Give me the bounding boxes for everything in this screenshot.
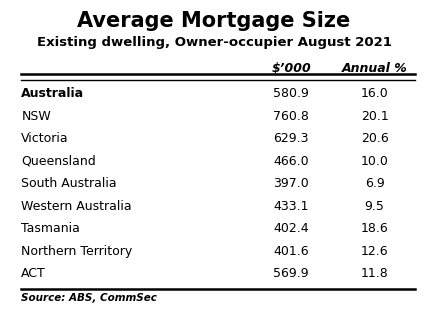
Text: 18.6: 18.6 <box>361 222 388 235</box>
Text: 760.8: 760.8 <box>273 110 309 123</box>
Text: 6.9: 6.9 <box>365 177 384 190</box>
Text: 402.4: 402.4 <box>273 222 309 235</box>
Text: Existing dwelling, Owner-occupier August 2021: Existing dwelling, Owner-occupier August… <box>36 36 392 49</box>
Text: 629.3: 629.3 <box>273 132 309 145</box>
Text: 9.5: 9.5 <box>365 200 384 213</box>
Text: 16.0: 16.0 <box>361 87 388 100</box>
Text: NSW: NSW <box>21 110 51 123</box>
Text: Western Australia: Western Australia <box>21 200 132 213</box>
Text: Australia: Australia <box>21 87 84 100</box>
Text: 401.6: 401.6 <box>273 245 309 258</box>
Text: Annual %: Annual % <box>342 62 407 76</box>
Text: 580.9: 580.9 <box>273 87 309 100</box>
Text: 569.9: 569.9 <box>273 267 309 280</box>
Text: Source: ABS, CommSec: Source: ABS, CommSec <box>21 293 157 303</box>
Text: Tasmania: Tasmania <box>21 222 80 235</box>
Text: Queensland: Queensland <box>21 155 96 168</box>
Text: Northern Territory: Northern Territory <box>21 245 133 258</box>
Text: Average Mortgage Size: Average Mortgage Size <box>77 11 351 31</box>
Text: ACT: ACT <box>21 267 46 280</box>
Text: 433.1: 433.1 <box>273 200 309 213</box>
Text: Victoria: Victoria <box>21 132 69 145</box>
Text: $’000: $’000 <box>271 62 311 76</box>
Text: 397.0: 397.0 <box>273 177 309 190</box>
Text: 466.0: 466.0 <box>273 155 309 168</box>
Text: 12.6: 12.6 <box>361 245 388 258</box>
Text: South Australia: South Australia <box>21 177 117 190</box>
Text: 11.8: 11.8 <box>361 267 388 280</box>
Text: 10.0: 10.0 <box>360 155 389 168</box>
Text: 20.1: 20.1 <box>361 110 388 123</box>
Text: 20.6: 20.6 <box>361 132 388 145</box>
